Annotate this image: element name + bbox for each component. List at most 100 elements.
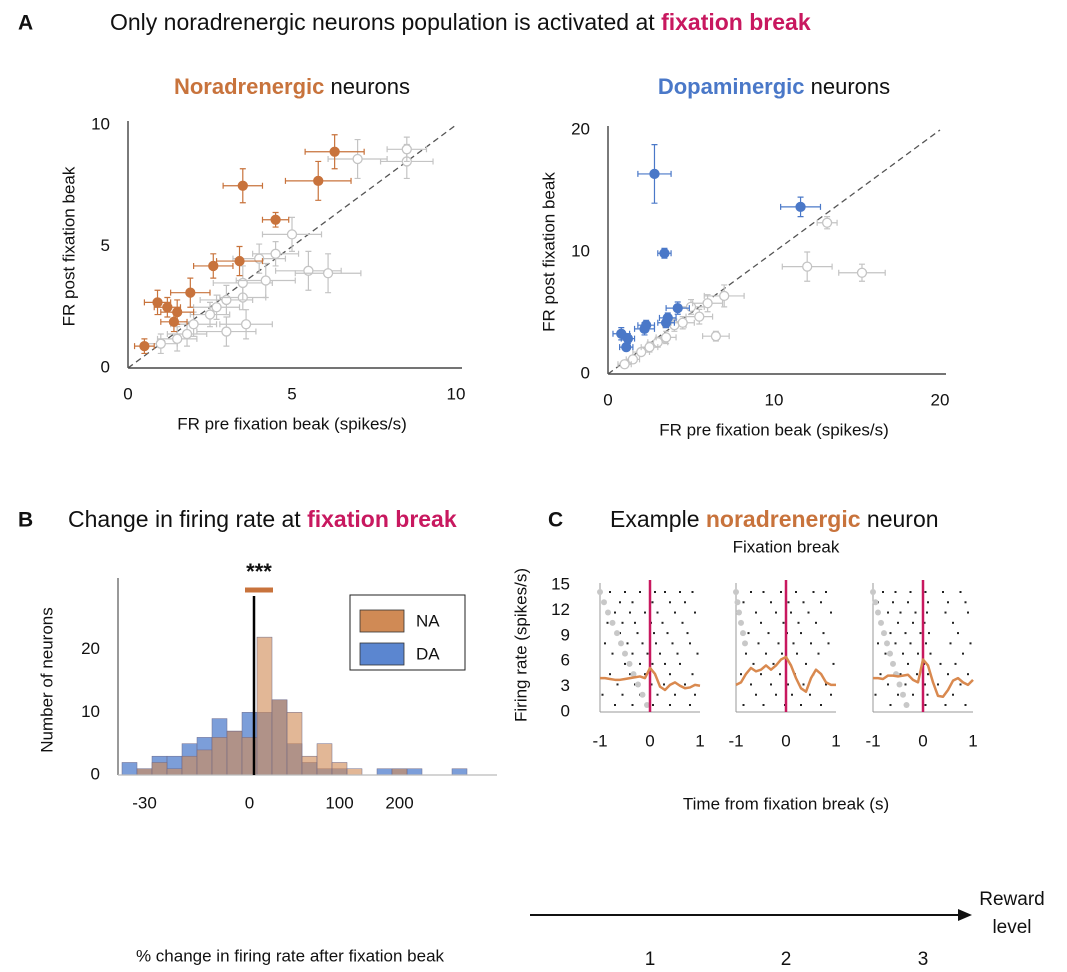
spike — [762, 704, 765, 706]
spike — [644, 673, 646, 676]
spike — [879, 673, 882, 676]
fixation-onset — [742, 640, 748, 647]
spike — [742, 704, 745, 706]
spike — [800, 632, 802, 635]
y-tick-label: 12 — [551, 600, 570, 619]
point — [659, 248, 670, 259]
point — [221, 326, 232, 337]
fixation-onset — [601, 599, 607, 606]
spike — [750, 591, 752, 593]
spike — [631, 704, 634, 706]
y-tick-label: 10 — [571, 241, 590, 260]
spike — [887, 683, 889, 686]
spike — [747, 632, 750, 635]
spike — [674, 693, 676, 696]
point — [240, 319, 252, 330]
spike — [671, 642, 674, 645]
x-tick-label: -1 — [728, 731, 743, 750]
y-tick-label: 0 — [581, 363, 590, 382]
spike — [781, 652, 783, 655]
spike — [679, 662, 681, 665]
spike — [914, 611, 917, 614]
x-tick-label: -1 — [865, 731, 880, 750]
x-tick-label: 0 — [918, 731, 927, 750]
point — [270, 214, 281, 225]
spike — [775, 611, 777, 614]
point — [303, 265, 314, 276]
reward-level-label: 1 — [645, 949, 656, 970]
spike — [664, 662, 666, 665]
fixation-onset — [881, 630, 887, 637]
histogram-bar — [286, 712, 303, 776]
spike — [651, 601, 654, 604]
spike — [659, 652, 661, 655]
spike — [750, 683, 752, 686]
text-part: Example — [610, 506, 706, 532]
point — [237, 180, 248, 191]
spike — [899, 673, 902, 676]
spike — [944, 611, 947, 614]
spike — [611, 652, 614, 655]
spike — [927, 673, 929, 676]
text-part: neurons — [805, 74, 891, 99]
spike — [807, 611, 810, 614]
spike — [892, 601, 894, 604]
spike — [656, 611, 659, 614]
firing-rate-curve — [735, 655, 836, 693]
spike — [809, 693, 811, 696]
spike — [770, 683, 772, 686]
spike — [805, 662, 807, 665]
spike — [653, 632, 655, 635]
spike — [917, 652, 919, 655]
spike — [962, 652, 964, 655]
fixation-onset — [890, 660, 896, 667]
spike — [874, 693, 877, 696]
histogram-bar — [196, 749, 213, 776]
spike — [949, 642, 952, 645]
spike — [928, 632, 930, 635]
point — [208, 260, 219, 272]
spike — [639, 662, 641, 665]
spike — [686, 632, 689, 635]
histogram-bar — [391, 768, 408, 776]
spike — [779, 673, 781, 676]
spike — [897, 693, 899, 696]
text-part: Only noradrenergic neurons population is… — [110, 9, 661, 35]
x-tick-label: 1 — [831, 731, 840, 750]
spike — [959, 683, 962, 686]
spike — [767, 632, 770, 635]
spike — [939, 662, 942, 665]
fixation-onset — [736, 609, 742, 616]
y-axis-label: Firing rate (spikes/s) — [511, 568, 530, 722]
spike — [926, 693, 929, 696]
spike — [792, 642, 795, 645]
spike — [964, 601, 967, 604]
spike — [646, 652, 649, 655]
firing-rate-curve — [873, 658, 974, 699]
y-axis-label: Number of neurons — [37, 607, 56, 753]
histogram-bar — [406, 768, 423, 776]
spike — [812, 591, 815, 593]
point — [181, 328, 193, 340]
spike — [770, 601, 772, 604]
point — [234, 255, 245, 267]
spike — [947, 601, 949, 604]
x-tick-label: 10 — [765, 390, 784, 409]
spike — [650, 683, 653, 686]
spike — [790, 611, 792, 614]
fixation-onset — [872, 599, 879, 606]
point — [677, 317, 688, 328]
fixation-onset — [733, 589, 739, 595]
spike — [800, 704, 802, 706]
x-tick-label: 200 — [385, 793, 413, 812]
spike — [765, 652, 767, 655]
spike — [609, 591, 611, 593]
unity-line — [607, 129, 941, 375]
spike — [614, 704, 616, 706]
spike — [624, 591, 626, 593]
y-tick-label: 5 — [101, 236, 110, 255]
fixation-onset — [887, 650, 893, 657]
spike — [631, 601, 634, 604]
fixation-onset — [635, 681, 641, 688]
